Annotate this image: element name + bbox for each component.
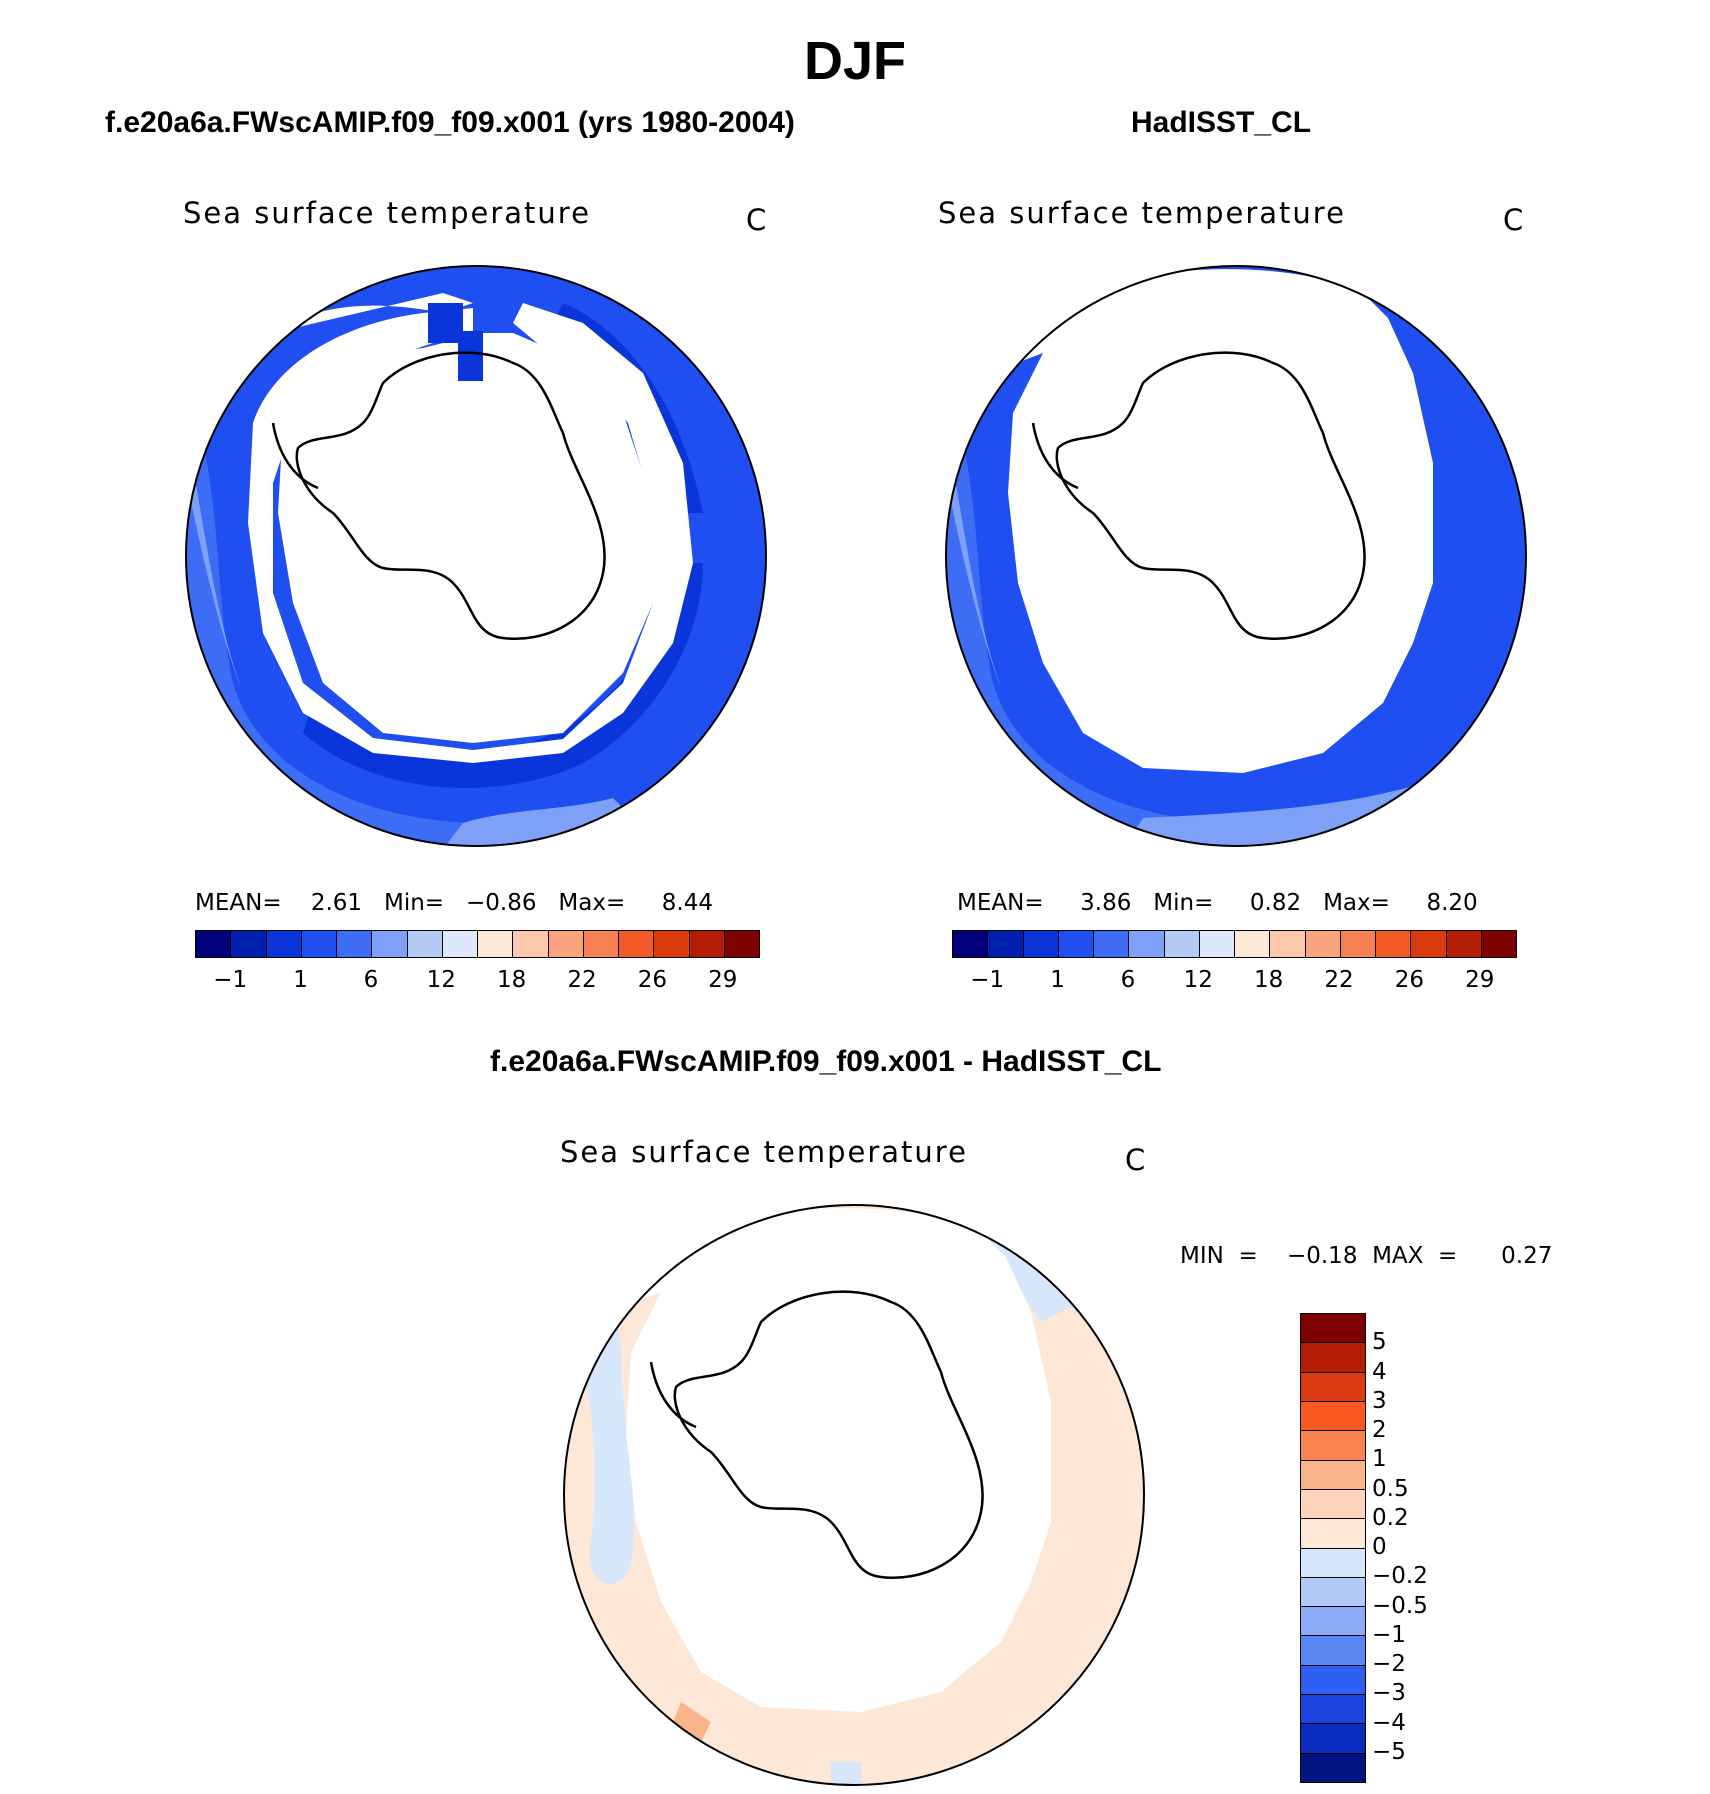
colorbar-tick-label: 0.5 — [1372, 1475, 1409, 1502]
diff-colorbar-swatch — [1301, 1665, 1365, 1696]
obs-units-label: C — [1503, 203, 1524, 237]
model-colorbar-swatch — [478, 931, 514, 957]
colorbar-tick-label: 4 — [1372, 1358, 1387, 1385]
model-colorbar-swatch — [196, 931, 232, 957]
colorbar-tick-label: 3 — [1372, 1387, 1387, 1414]
diff-colorbar-swatch — [1301, 1431, 1365, 1461]
model-colorbar-swatch — [372, 931, 408, 957]
model-panel-title: f.e20a6a.FWscAMIP.f09_f09.x001 (yrs 1980… — [105, 106, 795, 139]
diff-colorbar-swatch — [1301, 1489, 1365, 1520]
colorbar-tick-label: −0.5 — [1372, 1592, 1428, 1619]
model-colorbar-swatch — [654, 931, 690, 957]
diff-stats: MIN = −0.18 MAX = 0.27 — [1180, 1243, 1553, 1269]
diff-colorbar-swatch — [1301, 1314, 1365, 1344]
diff-colorbar-swatch — [1301, 1607, 1365, 1637]
colorbar-tick-label: 5 — [1372, 1329, 1387, 1356]
colorbar-tick-label: 6 — [1120, 967, 1136, 993]
colorbar-tick-label: 2 — [1372, 1417, 1387, 1443]
obs-colorbar-swatch — [1305, 931, 1341, 957]
diff-variable-label: Sea surface temperature — [560, 1135, 968, 1169]
obs-colorbar-swatch — [1446, 931, 1482, 957]
obs-colorbar — [952, 930, 1517, 958]
model-colorbar-swatch — [231, 931, 267, 957]
diff-colorbar-swatch — [1301, 1636, 1365, 1666]
colorbar-tick-label: 0 — [1372, 1534, 1387, 1560]
model-colorbar-swatch — [301, 931, 337, 957]
colorbar-tick-label: 12 — [1183, 967, 1213, 993]
model-colorbar-swatch — [513, 931, 549, 957]
model-colorbar-swatch — [619, 931, 655, 957]
diff-colorbar — [1300, 1313, 1366, 1783]
colorbar-tick-label: 6 — [363, 967, 379, 993]
colorbar-tick-label: 29 — [1465, 967, 1495, 993]
diff-colorbar-swatch — [1301, 1519, 1365, 1549]
diff-colorbar-swatch — [1301, 1548, 1365, 1578]
obs-colorbar-swatch — [1235, 931, 1271, 957]
obs-variable-label: Sea surface temperature — [938, 196, 1346, 230]
obs-panel-title: HadISST_CL — [1131, 106, 1312, 139]
model-colorbar-swatch — [689, 931, 725, 957]
diff-colorbar-swatch — [1301, 1343, 1365, 1373]
diff-colorbar-swatch — [1301, 1460, 1365, 1490]
obs-colorbar-swatch — [1340, 931, 1376, 957]
colorbar-tick-label: 1 — [1372, 1446, 1387, 1473]
obs-colorbar-swatch — [988, 931, 1024, 957]
obs-colorbar-swatch — [1058, 931, 1094, 957]
colorbar-tick-label: −1 — [213, 967, 248, 993]
colorbar-tick-label: 18 — [497, 967, 527, 993]
obs-sst-map — [945, 265, 1527, 847]
model-variable-label: Sea surface temperature — [183, 196, 591, 230]
colorbar-tick-label: 22 — [1324, 967, 1354, 993]
model-stats: MEAN= 2.61 Min= −0.86 Max= 8.44 — [195, 890, 713, 916]
obs-colorbar-swatch — [1164, 931, 1200, 957]
model-colorbar-swatch — [548, 931, 584, 957]
colorbar-tick-label: −0.2 — [1372, 1563, 1428, 1590]
colorbar-tick-label: 22 — [567, 967, 597, 993]
colorbar-tick-label: 12 — [426, 967, 456, 993]
diff-colorbar-swatch — [1301, 1577, 1365, 1608]
obs-colorbar-swatch — [1481, 931, 1516, 957]
obs-stats: MEAN= 3.86 Min= 0.82 Max= 8.20 — [957, 890, 1478, 916]
colorbar-tick-label: 1 — [1050, 967, 1065, 993]
colorbar-tick-label: 18 — [1254, 967, 1284, 993]
model-sst-map — [185, 265, 767, 847]
obs-colorbar-swatch — [1270, 931, 1306, 957]
model-colorbar-swatch — [407, 931, 443, 957]
model-units-label: C — [746, 203, 767, 237]
figure-title: DJF — [803, 31, 906, 91]
obs-colorbar-swatch — [953, 931, 989, 957]
colorbar-tick-label: −3 — [1372, 1680, 1406, 1707]
colorbar-tick-label: 1 — [293, 967, 308, 993]
diff-colorbar-swatch — [1301, 1724, 1365, 1754]
colorbar-tick-label: 0.2 — [1372, 1504, 1409, 1531]
model-colorbar-swatch — [266, 931, 302, 957]
diff-colorbar-swatch — [1301, 1753, 1365, 1782]
colorbar-tick-label: 29 — [708, 967, 738, 993]
colorbar-tick-label: −2 — [1372, 1651, 1406, 1677]
model-colorbar-swatch — [583, 931, 619, 957]
colorbar-tick-label: −1 — [1372, 1621, 1406, 1648]
model-colorbar-swatch — [337, 931, 373, 957]
diff-colorbar-swatch — [1301, 1695, 1365, 1725]
colorbar-tick-label: 26 — [637, 967, 668, 993]
diff-panel-title: f.e20a6a.FWscAMIP.f09_f09.x001 - HadISST… — [490, 1045, 1162, 1078]
model-colorbar — [195, 930, 760, 958]
model-colorbar-swatch — [442, 931, 478, 957]
obs-colorbar-swatch — [1023, 931, 1059, 957]
obs-colorbar-swatch — [1411, 931, 1447, 957]
obs-colorbar-swatch — [1199, 931, 1235, 957]
colorbar-tick-label: 26 — [1394, 967, 1425, 993]
model-colorbar-swatch — [724, 931, 759, 957]
obs-colorbar-swatch — [1094, 931, 1130, 957]
obs-colorbar-swatch — [1129, 931, 1165, 957]
obs-colorbar-swatch — [1376, 931, 1412, 957]
colorbar-tick-label: −4 — [1372, 1709, 1406, 1736]
diff-sst-map — [563, 1204, 1145, 1786]
diff-units-label: C — [1125, 1143, 1146, 1177]
diff-colorbar-swatch — [1301, 1401, 1365, 1432]
colorbar-tick-label: −5 — [1372, 1738, 1406, 1765]
diff-colorbar-swatch — [1301, 1372, 1365, 1402]
colorbar-tick-label: −1 — [970, 967, 1005, 993]
